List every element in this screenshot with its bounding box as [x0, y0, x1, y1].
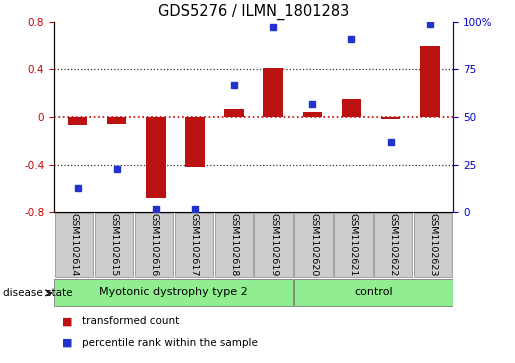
Text: GSM1102622: GSM1102622	[389, 213, 398, 277]
Text: GSM1102620: GSM1102620	[309, 213, 318, 277]
Text: GSM1102621: GSM1102621	[349, 213, 358, 277]
Bar	[302, 112, 322, 117]
Bar	[263, 68, 283, 117]
Bar	[175, 213, 213, 277]
Title: GDS5276 / ILMN_1801283: GDS5276 / ILMN_1801283	[158, 4, 349, 20]
Bar	[414, 213, 452, 277]
Text: GSM1102623: GSM1102623	[429, 213, 438, 277]
Bar	[381, 117, 400, 119]
Text: Myotonic dystrophy type 2: Myotonic dystrophy type 2	[99, 287, 248, 297]
Bar	[374, 213, 413, 277]
Bar	[68, 117, 88, 125]
Bar	[334, 213, 372, 277]
Bar	[146, 117, 166, 198]
Bar	[185, 117, 205, 167]
Bar	[55, 213, 93, 277]
Bar	[254, 213, 293, 277]
Text: transformed count: transformed count	[82, 316, 180, 326]
Text: GSM1102615: GSM1102615	[110, 213, 118, 277]
Bar	[295, 213, 333, 277]
Text: disease state: disease state	[3, 288, 72, 298]
Text: ■: ■	[62, 338, 72, 348]
Bar	[54, 279, 293, 306]
Bar	[107, 117, 127, 124]
Bar	[215, 213, 253, 277]
Text: GSM1102617: GSM1102617	[190, 213, 198, 277]
Text: control: control	[355, 287, 393, 297]
Bar	[225, 109, 244, 117]
Text: percentile rank within the sample: percentile rank within the sample	[82, 338, 259, 348]
Bar	[135, 213, 173, 277]
Bar	[95, 213, 133, 277]
Text: GSM1102618: GSM1102618	[229, 213, 238, 277]
Bar	[295, 279, 453, 306]
Text: GSM1102619: GSM1102619	[269, 213, 278, 277]
Text: ■: ■	[62, 316, 72, 326]
Bar	[341, 99, 361, 117]
Text: GSM1102616: GSM1102616	[149, 213, 158, 277]
Text: GSM1102614: GSM1102614	[70, 213, 78, 277]
Bar	[420, 46, 439, 117]
